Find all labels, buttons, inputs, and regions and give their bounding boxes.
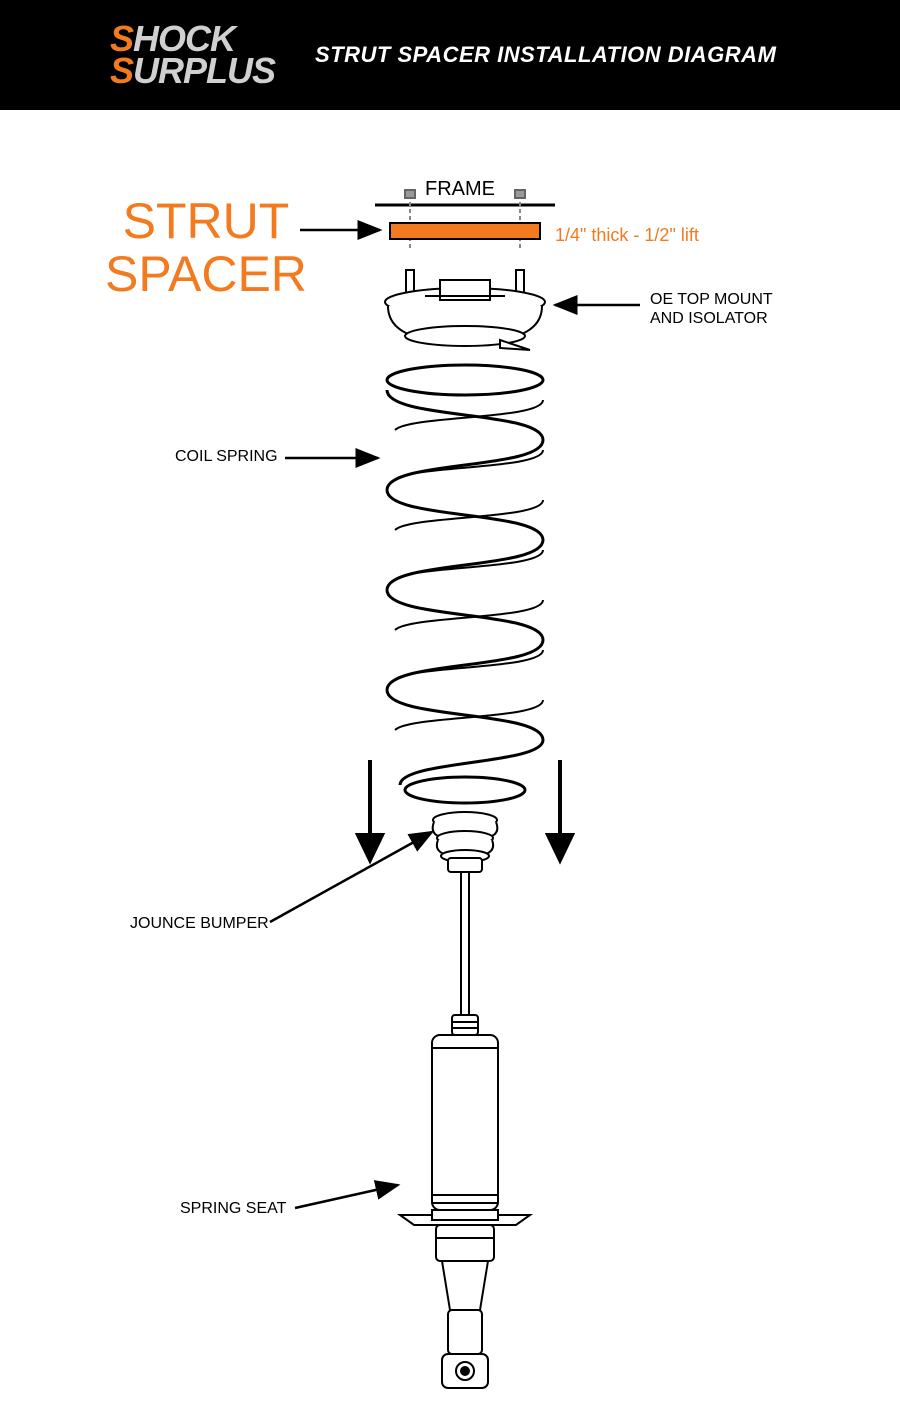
diagram-canvas: STRUT SPACER FRAME 1/4" thick - 1/2" lif… (0, 110, 900, 1404)
shock-rod (452, 872, 478, 1035)
diagram-svg (0, 110, 900, 1404)
arrow-to-spring-seat (295, 1185, 398, 1208)
logo: SHOCK SURPLUS (110, 23, 275, 88)
coil-spring (387, 365, 543, 803)
frame-bolts (405, 190, 525, 250)
down-arrow-right (548, 760, 572, 860)
strut-spacer (390, 223, 540, 239)
shock-lower (436, 1225, 494, 1388)
spring-seat (400, 1210, 530, 1225)
arrow-to-jounce-bumper (270, 832, 432, 922)
jounce-bumper (433, 812, 498, 872)
logo-line-2: SURPLUS (110, 55, 275, 87)
top-mount (385, 270, 545, 350)
header-title: STRUT SPACER INSTALLATION DIAGRAM (315, 42, 776, 68)
logo-s2: S (110, 50, 133, 91)
logo-rest2: URPLUS (133, 50, 275, 91)
shock-body (432, 1035, 498, 1210)
down-arrow-left (358, 760, 382, 860)
header-bar: SHOCK SURPLUS STRUT SPACER INSTALLATION … (0, 0, 900, 110)
